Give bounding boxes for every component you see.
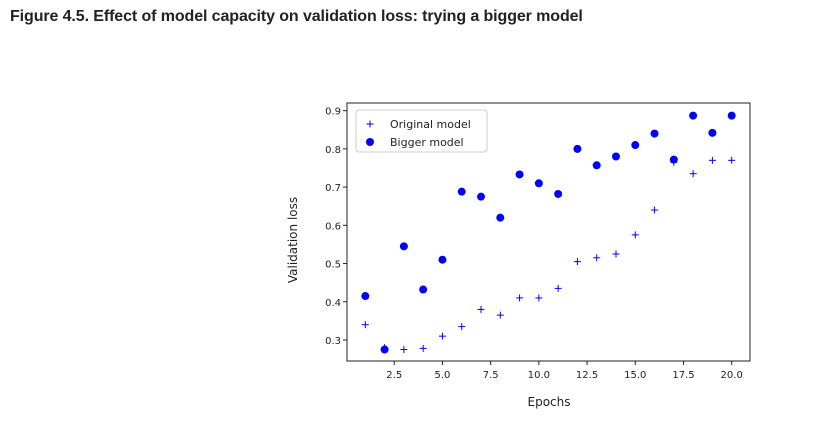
legend-label: Original model bbox=[390, 118, 471, 131]
original-model-point bbox=[458, 323, 466, 331]
x-tick-label: 12.5 bbox=[576, 370, 598, 381]
original-model-point bbox=[689, 170, 697, 178]
data-marks bbox=[361, 111, 736, 354]
original-model-point bbox=[400, 346, 408, 354]
bigger-model-point bbox=[399, 242, 408, 251]
chart-legend: Original model Bigger model bbox=[355, 109, 488, 153]
x-tick-label: 17.5 bbox=[672, 370, 694, 381]
y-axis-label: Validation loss bbox=[286, 197, 300, 283]
y-axis: 0.3 0.4 0.5 0.6 0.7 0.8 0.9 bbox=[325, 107, 347, 347]
y-tick-label: 0.6 bbox=[325, 221, 341, 232]
original-model-point bbox=[612, 250, 620, 258]
x-tick-label: 2.5 bbox=[386, 370, 402, 381]
y-tick-label: 0.3 bbox=[325, 336, 341, 347]
bigger-model-point bbox=[380, 345, 389, 354]
original-model-point bbox=[593, 254, 601, 262]
original-model-point bbox=[728, 156, 736, 164]
bigger-model-point bbox=[419, 285, 428, 294]
y-tick-label: 0.8 bbox=[325, 145, 341, 156]
original-model-point bbox=[651, 206, 659, 214]
bigger-model-point bbox=[477, 192, 486, 201]
bigger-model-point bbox=[534, 179, 543, 188]
plot-area-frame bbox=[346, 102, 751, 362]
figure-title: Figure 4.5. Effect of model capacity on … bbox=[10, 8, 583, 25]
legend-circle-marker bbox=[366, 138, 374, 146]
x-tick-label: 20.0 bbox=[721, 370, 743, 381]
legend-label: Bigger model bbox=[390, 136, 464, 149]
bigger-model-point bbox=[496, 213, 505, 222]
bigger-model-point bbox=[708, 128, 717, 137]
y-tick-label: 0.4 bbox=[325, 298, 341, 309]
original-model-point bbox=[361, 321, 369, 329]
bigger-model-point bbox=[727, 111, 736, 120]
bigger-model-point bbox=[361, 292, 370, 301]
legend-box bbox=[355, 109, 488, 153]
y-tick-label: 0.5 bbox=[325, 260, 341, 271]
bigger-model-point bbox=[457, 187, 466, 196]
original-model-point bbox=[496, 311, 504, 319]
y-tick-label: 0.9 bbox=[325, 107, 341, 118]
original-model-point bbox=[516, 294, 524, 302]
original-model-point bbox=[631, 231, 639, 239]
original-model-point bbox=[708, 156, 716, 164]
x-axis-label: Epochs bbox=[528, 395, 571, 409]
y-tick-label: 0.7 bbox=[325, 183, 341, 194]
bigger-model-point bbox=[611, 152, 620, 161]
bigger-model-point bbox=[631, 141, 640, 150]
bigger-model-point bbox=[515, 170, 524, 179]
original-model-point bbox=[573, 258, 581, 266]
original-model-point bbox=[477, 305, 485, 313]
original-model-point bbox=[438, 332, 446, 340]
bigger-model-point bbox=[689, 111, 698, 120]
bigger-model-point bbox=[438, 255, 447, 264]
bigger-model-point bbox=[650, 129, 659, 138]
original-model-point bbox=[419, 344, 427, 352]
x-tick-label: 7.5 bbox=[483, 370, 499, 381]
x-tick-label: 15.0 bbox=[624, 370, 646, 381]
original-model-point bbox=[554, 284, 562, 292]
legend-plus-marker bbox=[366, 120, 374, 128]
x-axis: 2.5 5.0 7.5 10.0 12.5 15.0 17.5 20.0 bbox=[386, 361, 743, 381]
bigger-model-point bbox=[554, 189, 563, 198]
x-tick-label: 10.0 bbox=[528, 370, 550, 381]
bigger-model-point bbox=[573, 144, 582, 153]
bigger-model-point bbox=[592, 161, 601, 170]
original-model-point bbox=[535, 294, 543, 302]
bigger-model-point bbox=[669, 155, 678, 164]
x-tick-label: 5.0 bbox=[434, 370, 450, 381]
